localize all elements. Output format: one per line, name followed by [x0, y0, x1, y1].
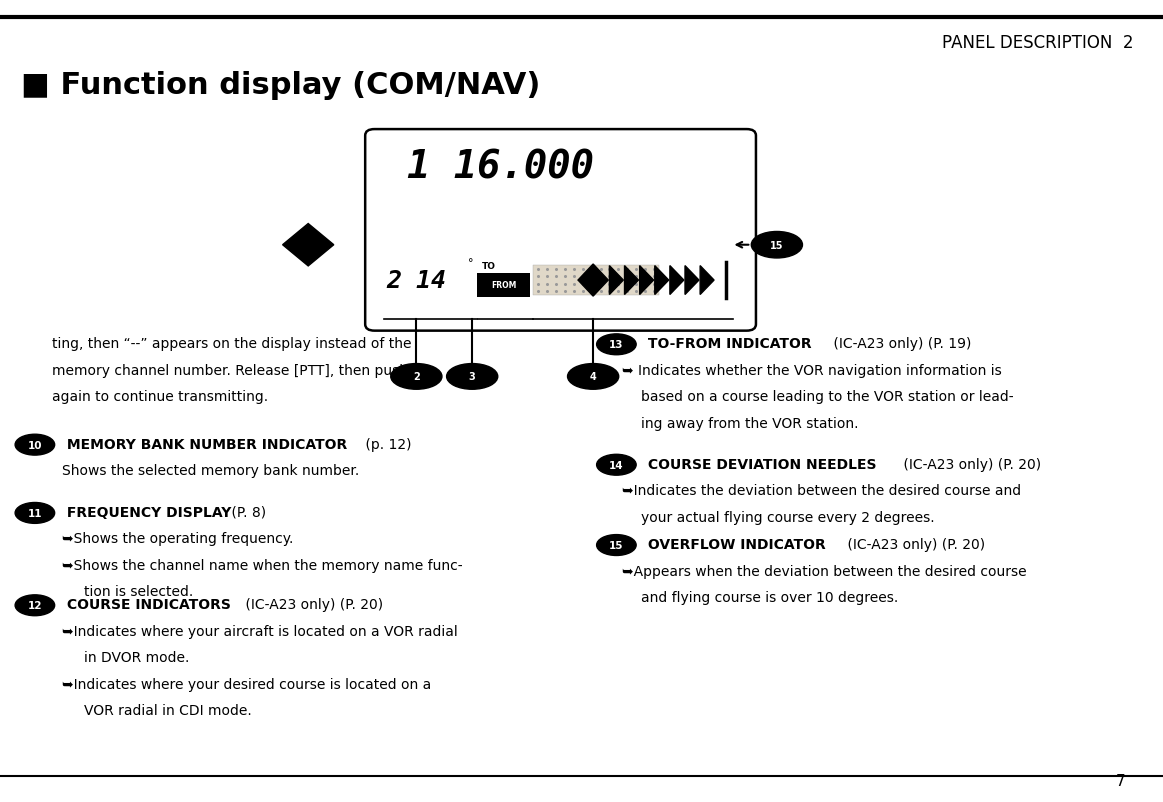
Text: FREQUENCY DISPLAY: FREQUENCY DISPLAY — [62, 505, 231, 519]
Text: COURSE INDICATORS: COURSE INDICATORS — [62, 597, 230, 611]
Text: ing away from the VOR station.: ing away from the VOR station. — [641, 416, 858, 430]
Text: ➥Shows the channel name when the memory name func-: ➥Shows the channel name when the memory … — [62, 558, 462, 572]
Polygon shape — [625, 266, 638, 295]
Text: (IC-A23 only) (P. 20): (IC-A23 only) (P. 20) — [241, 597, 383, 611]
Ellipse shape — [15, 595, 55, 616]
Text: (p. 12): (p. 12) — [361, 437, 411, 451]
Polygon shape — [670, 266, 684, 295]
Ellipse shape — [751, 233, 802, 258]
Text: 14: 14 — [609, 460, 623, 470]
Text: 1 16.000: 1 16.000 — [407, 148, 594, 186]
Text: TO: TO — [481, 261, 495, 271]
Text: OVERFLOW INDICATOR: OVERFLOW INDICATOR — [643, 537, 826, 551]
Text: 15: 15 — [609, 541, 623, 550]
Text: TO-FROM INDICATOR: TO-FROM INDICATOR — [643, 337, 812, 350]
Polygon shape — [655, 266, 669, 295]
Text: again to continue transmitting.: again to continue transmitting. — [52, 390, 269, 403]
FancyBboxPatch shape — [477, 273, 530, 298]
Text: 12: 12 — [28, 601, 42, 610]
Text: ➥Indicates where your aircraft is located on a VOR radial: ➥Indicates where your aircraft is locate… — [62, 624, 457, 638]
Text: 4: 4 — [590, 372, 597, 382]
Text: °: ° — [468, 258, 473, 268]
Text: ➥Indicates the deviation between the desired course and: ➥Indicates the deviation between the des… — [622, 484, 1021, 497]
Text: VOR radial in CDI mode.: VOR radial in CDI mode. — [84, 703, 251, 717]
Ellipse shape — [597, 334, 636, 355]
Text: in DVOR mode.: in DVOR mode. — [84, 650, 190, 664]
Text: MEMORY BANK NUMBER INDICATOR: MEMORY BANK NUMBER INDICATOR — [62, 437, 347, 451]
Ellipse shape — [15, 503, 55, 524]
Text: ting, then “--” appears on the display instead of the: ting, then “--” appears on the display i… — [52, 337, 412, 350]
Text: (IC-A23 only) (P. 20): (IC-A23 only) (P. 20) — [899, 457, 1041, 471]
Text: PANEL DESCRIPTION  2: PANEL DESCRIPTION 2 — [942, 34, 1134, 51]
Polygon shape — [578, 265, 608, 297]
Ellipse shape — [597, 455, 636, 476]
Text: (IC-A23 only) (P. 19): (IC-A23 only) (P. 19) — [829, 337, 971, 350]
Polygon shape — [700, 266, 714, 295]
Text: 11: 11 — [28, 508, 42, 518]
Ellipse shape — [447, 364, 498, 390]
Text: 3: 3 — [469, 372, 476, 382]
Text: based on a course leading to the VOR station or lead-: based on a course leading to the VOR sta… — [641, 390, 1013, 403]
Text: your actual flying course every 2 degrees.: your actual flying course every 2 degree… — [641, 510, 934, 524]
Text: ➥Shows the operating frequency.: ➥Shows the operating frequency. — [62, 532, 293, 545]
FancyBboxPatch shape — [365, 130, 756, 331]
Ellipse shape — [391, 364, 442, 390]
Text: 13: 13 — [609, 340, 623, 350]
Ellipse shape — [568, 364, 619, 390]
Text: (IC-A23 only) (P. 20): (IC-A23 only) (P. 20) — [843, 537, 985, 551]
Text: ➥Appears when the deviation between the desired course: ➥Appears when the deviation between the … — [622, 564, 1027, 577]
Polygon shape — [685, 266, 699, 295]
Text: 2: 2 — [413, 372, 420, 382]
FancyBboxPatch shape — [533, 265, 659, 296]
Text: 2 14: 2 14 — [386, 269, 447, 293]
Ellipse shape — [597, 535, 636, 556]
Text: ➥ Indicates whether the VOR navigation information is: ➥ Indicates whether the VOR navigation i… — [622, 363, 1003, 377]
Polygon shape — [283, 225, 334, 266]
Text: ■ Function display (COM/NAV): ■ Function display (COM/NAV) — [21, 71, 541, 99]
Polygon shape — [609, 266, 623, 295]
Polygon shape — [640, 266, 654, 295]
Text: tion is selected.: tion is selected. — [84, 585, 193, 598]
Text: 7: 7 — [1116, 772, 1126, 788]
Text: COURSE DEVIATION NEEDLES: COURSE DEVIATION NEEDLES — [643, 457, 877, 471]
Text: 10: 10 — [28, 440, 42, 450]
Text: (P. 8): (P. 8) — [227, 505, 266, 519]
Ellipse shape — [15, 435, 55, 456]
Text: FROM: FROM — [491, 281, 516, 290]
Text: Shows the selected memory bank number.: Shows the selected memory bank number. — [62, 464, 359, 477]
Text: and flying course is over 10 degrees.: and flying course is over 10 degrees. — [641, 590, 898, 604]
Text: ➥Indicates where your desired course is located on a: ➥Indicates where your desired course is … — [62, 677, 430, 691]
Text: 15: 15 — [770, 241, 784, 250]
Text: memory channel number. Release [PTT], then push it: memory channel number. Release [PTT], th… — [52, 363, 422, 377]
